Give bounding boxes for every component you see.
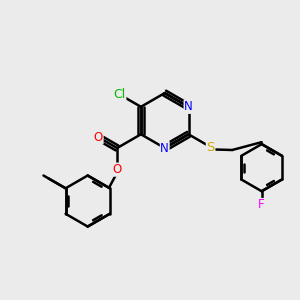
Text: N: N (184, 100, 193, 113)
Text: O: O (94, 131, 103, 144)
Text: O: O (112, 163, 122, 176)
Text: Cl: Cl (113, 88, 126, 101)
Text: F: F (258, 199, 265, 212)
Text: S: S (206, 141, 215, 154)
Text: N: N (160, 142, 169, 154)
